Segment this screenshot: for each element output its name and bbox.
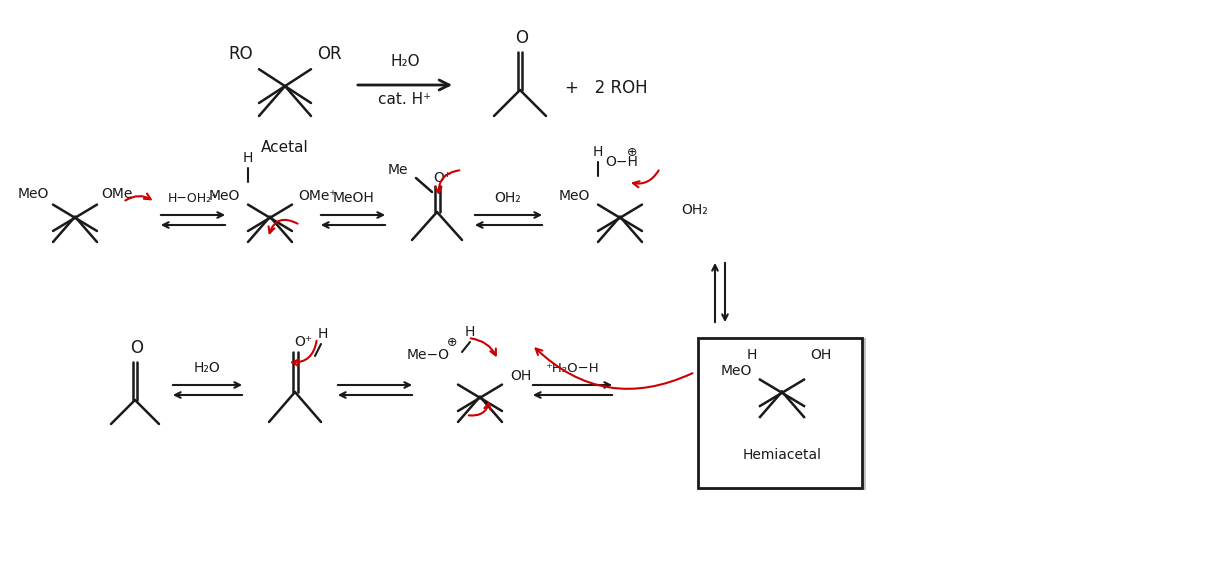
Text: Acetal: Acetal: [261, 140, 309, 156]
Text: MeO: MeO: [721, 364, 752, 378]
Text: O−H: O−H: [605, 155, 638, 169]
Text: ⁺H₂O−H: ⁺H₂O−H: [545, 362, 599, 374]
Text: MeO: MeO: [17, 187, 49, 201]
Text: O: O: [516, 29, 528, 47]
FancyBboxPatch shape: [700, 338, 866, 490]
Text: MeO: MeO: [559, 189, 590, 203]
Text: OH₂: OH₂: [682, 203, 709, 217]
Text: OR: OR: [317, 45, 342, 63]
FancyBboxPatch shape: [698, 338, 863, 488]
Text: H: H: [243, 151, 254, 165]
Text: RO: RO: [228, 45, 253, 63]
Text: O⁺: O⁺: [433, 171, 451, 185]
Text: Me: Me: [388, 163, 407, 177]
Text: H−OH₂⁺: H−OH₂⁺: [167, 192, 218, 205]
Text: H: H: [318, 327, 328, 341]
Text: Me−O: Me−O: [406, 348, 449, 362]
Text: OH: OH: [510, 369, 531, 383]
Text: OMe⁺: OMe⁺: [298, 189, 337, 203]
Text: +   2 ROH: + 2 ROH: [565, 79, 648, 97]
Text: ⊕: ⊕: [627, 146, 637, 158]
Text: H: H: [465, 325, 475, 339]
Text: cat. H⁺: cat. H⁺: [378, 92, 432, 108]
Text: MeO: MeO: [209, 189, 240, 203]
Text: H₂O: H₂O: [390, 55, 420, 69]
Text: O⁺: O⁺: [294, 335, 312, 349]
Text: MeOH: MeOH: [332, 191, 373, 205]
Text: OH₂: OH₂: [494, 191, 521, 205]
Text: H: H: [747, 348, 758, 362]
Text: O: O: [131, 339, 144, 357]
Text: ⊕: ⊕: [447, 336, 458, 349]
Text: Hemiacetal: Hemiacetal: [743, 448, 821, 462]
Text: H₂O: H₂O: [194, 361, 221, 375]
Text: H: H: [593, 145, 603, 159]
Text: OMe: OMe: [101, 187, 133, 201]
Text: OH: OH: [810, 348, 831, 362]
